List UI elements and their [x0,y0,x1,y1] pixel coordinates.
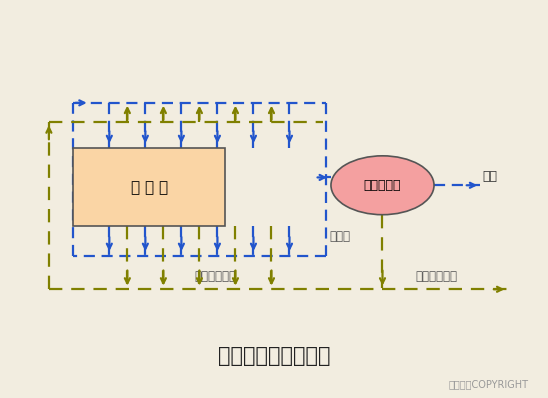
Text: 完全混合法基本流程: 完全混合法基本流程 [218,346,330,366]
Bar [73,148,225,226]
Ellipse shape [331,156,434,215]
Text: 剩余活性污泥: 剩余活性污泥 [415,270,457,283]
Text: 东方仿真COPYRIGHT: 东方仿真COPYRIGHT [449,379,529,389]
Text: 二次沉淀池: 二次沉淀池 [364,179,401,192]
Text: 回流活性污泥: 回流活性污泥 [195,270,237,283]
Text: 混合液: 混合液 [330,230,351,243]
Text: 出水: 出水 [483,170,498,183]
Text: 曝 气 池: 曝 气 池 [130,180,168,195]
